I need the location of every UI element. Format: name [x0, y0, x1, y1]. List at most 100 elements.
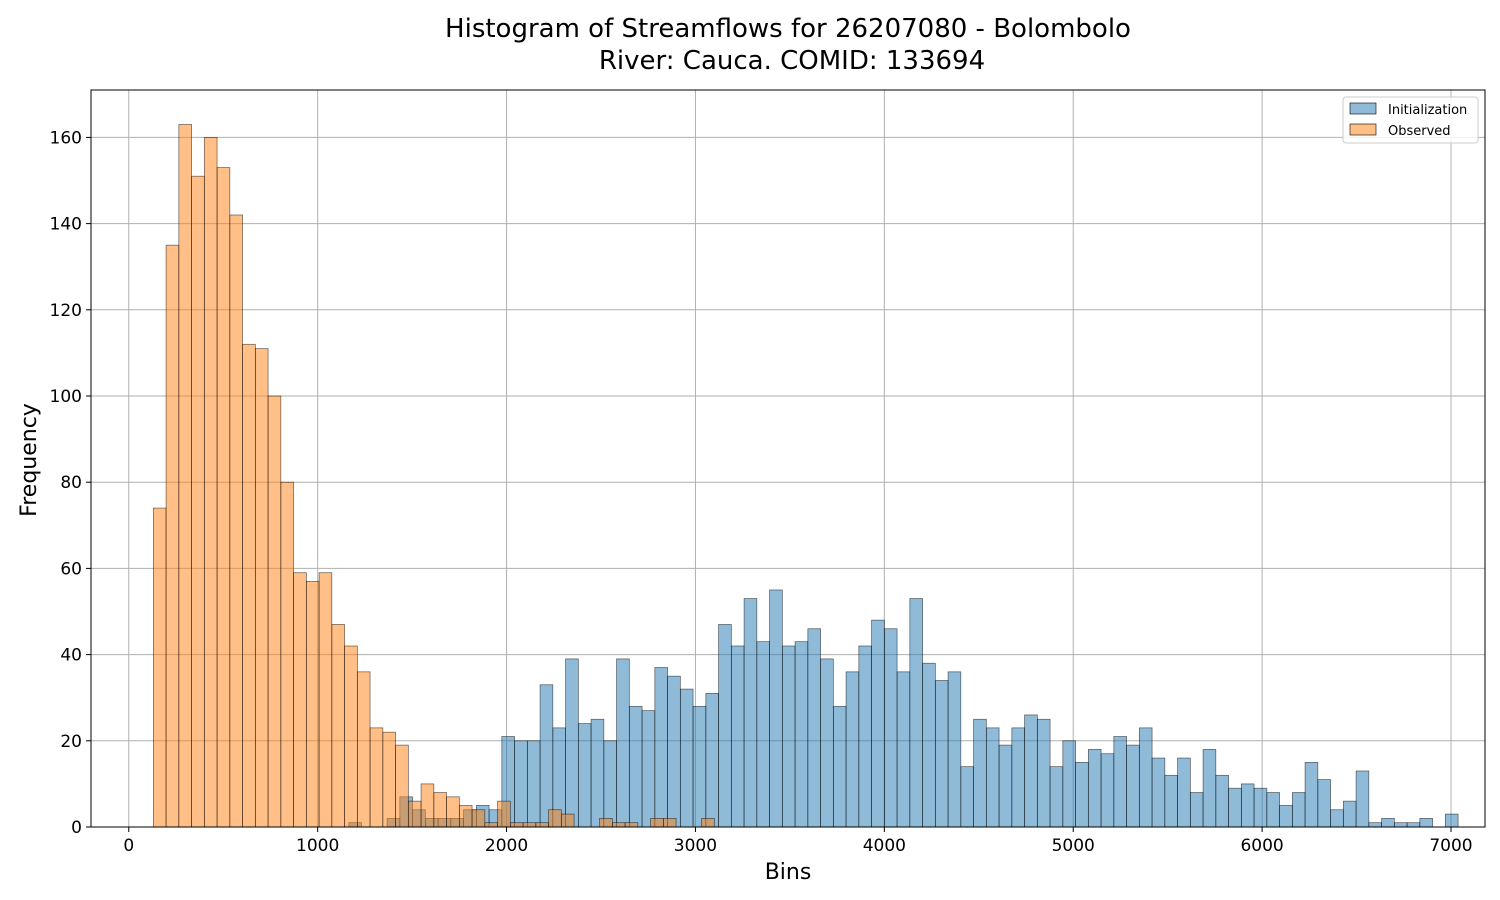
initialization-bar — [514, 740, 528, 828]
initialization-bar — [1368, 822, 1382, 828]
observed-bar — [203, 137, 218, 828]
initialization-bar — [1024, 714, 1038, 828]
initialization-bar — [641, 710, 656, 828]
y-tick-label: 60 — [60, 559, 82, 579]
initialization-bar — [679, 688, 694, 828]
observed-bar — [535, 822, 549, 828]
initialization-bar — [1151, 757, 1166, 828]
initialization-bar — [820, 658, 834, 828]
initialization-bar — [628, 705, 643, 828]
initialization-bar — [1100, 753, 1115, 828]
legend-box — [1342, 96, 1479, 144]
observed-bar — [471, 809, 486, 828]
observed-bar — [356, 671, 371, 828]
initialization-bar — [960, 766, 974, 828]
initialization-bar — [654, 667, 668, 828]
observed-bar — [611, 822, 626, 828]
observed-bar — [509, 822, 524, 828]
initialization-bar — [1126, 744, 1140, 828]
y-tick-label: 100 — [50, 387, 82, 407]
initialization-bar — [1253, 787, 1268, 828]
x-tick-label: 5000 — [1052, 836, 1095, 856]
initialization-bar — [1304, 762, 1319, 828]
initialization-bar — [1202, 749, 1217, 828]
observed-bar — [280, 481, 294, 828]
initialization-bar — [1215, 774, 1229, 828]
initialization-bar — [832, 705, 847, 828]
x-tick-label: 0 — [123, 836, 134, 856]
plot-area-frame — [90, 89, 1486, 828]
observed-bar — [229, 214, 243, 828]
initialization-bar — [1419, 818, 1433, 828]
initialization-bar — [539, 684, 554, 828]
x-tick-label: 1000 — [296, 836, 339, 856]
initialization-bar — [781, 645, 796, 828]
initialization-bar — [756, 641, 770, 828]
legend-label-initialization: Initialization — [1388, 103, 1467, 118]
initialization-bar — [1342, 800, 1357, 828]
observed-bar — [318, 572, 333, 828]
observed-bar — [267, 395, 282, 828]
initialization-bar — [794, 641, 809, 828]
observed-bar — [216, 167, 231, 828]
y-axis-label: Frequency — [17, 403, 42, 517]
observed-bar — [369, 727, 384, 828]
initialization-bar — [718, 624, 732, 828]
observed-bar — [395, 744, 409, 828]
initialization-bar — [1036, 718, 1051, 828]
initialization-bar — [922, 662, 936, 828]
initialization-bar — [998, 744, 1013, 828]
observed-bar — [650, 818, 664, 828]
initialization-bar — [1228, 787, 1242, 828]
initialization-bar — [667, 675, 681, 828]
observed-bar — [331, 624, 345, 828]
chart-title-line1: Histogram of Streamflows for 26207080 - … — [445, 14, 1131, 44]
legend-swatch-observed — [1349, 123, 1377, 136]
y-tick-label: 20 — [60, 732, 82, 752]
initialization-bar — [577, 723, 592, 828]
observed-bar — [178, 124, 192, 828]
x-axis-label: Bins — [765, 860, 812, 885]
chart-title-line2: River: Cauca. COMID: 133694 — [599, 46, 985, 76]
observed-bar — [522, 822, 537, 828]
observed-bars — [152, 124, 715, 828]
legend-label-observed: Observed — [1388, 124, 1451, 139]
initialization-bar — [1011, 727, 1025, 828]
observed-bar — [446, 796, 460, 828]
initialization-bar — [1444, 813, 1459, 828]
initialization-bar — [1240, 783, 1255, 828]
initialization-bars — [348, 589, 1459, 828]
observed-bar — [548, 809, 562, 828]
initialization-bar — [1393, 822, 1408, 828]
initialization-bar — [845, 671, 860, 828]
initialization-bar — [1087, 749, 1102, 828]
x-tick-label: 7000 — [1429, 836, 1472, 856]
observed-bar — [191, 175, 205, 828]
observed-bar — [662, 818, 677, 828]
observed-bar — [165, 244, 180, 828]
observed-bar — [624, 822, 639, 828]
initialization-bar — [807, 628, 821, 828]
observed-bar — [152, 507, 167, 828]
observed-bar — [305, 580, 320, 828]
initialization-bar — [603, 740, 617, 828]
y-tick-label: 140 — [50, 215, 82, 235]
y-tick-label: 80 — [60, 473, 82, 493]
initialization-bar — [1113, 736, 1127, 828]
initialization-bar — [1279, 805, 1293, 828]
x-axis-ticks: 0 1000 2000 3000 4000 5000 6000 7000 — [123, 827, 1473, 856]
initialization-bar — [526, 740, 541, 828]
initialization-bar — [1189, 792, 1204, 828]
legend-swatch-initialization — [1349, 102, 1377, 115]
initialization-bar — [743, 598, 758, 828]
initialization-bar — [934, 680, 949, 828]
observed-bar — [420, 783, 435, 828]
initialization-bar — [1381, 818, 1395, 828]
initialization-bar — [730, 645, 745, 828]
initialization-bar — [1317, 779, 1331, 828]
observed-bar — [484, 822, 498, 828]
observed-bar — [497, 800, 511, 828]
observed-bar — [599, 818, 613, 828]
initialization-bar — [1355, 770, 1370, 828]
